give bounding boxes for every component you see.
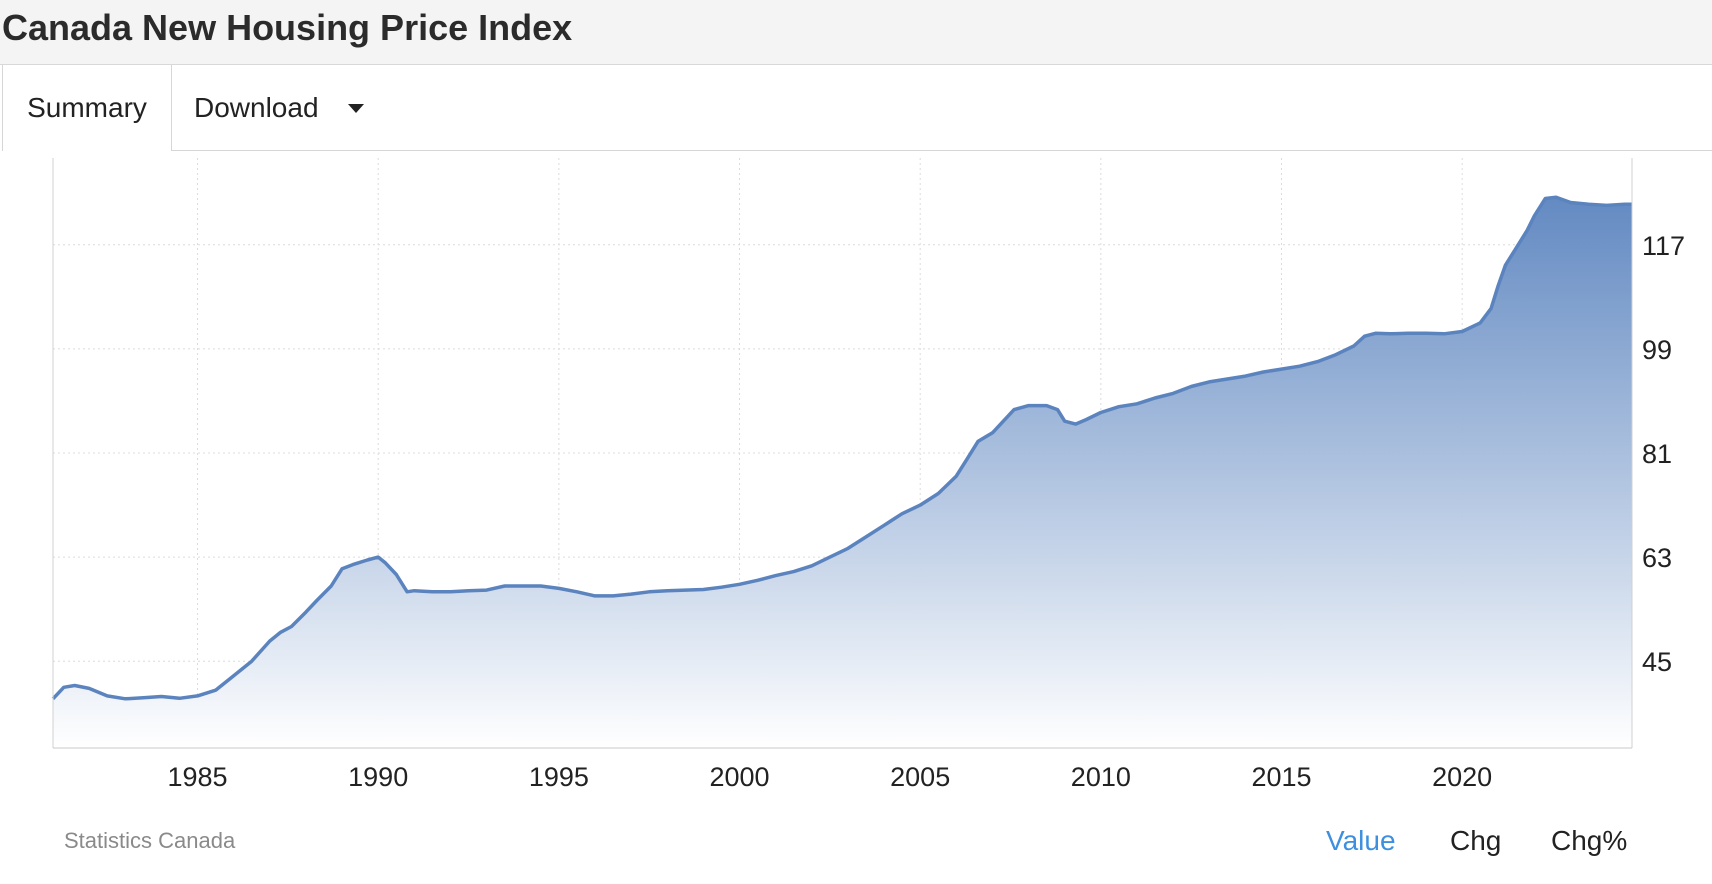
x-tick-label: 2000 [709,762,769,790]
chart-axes [52,158,1633,749]
tab-download[interactable]: Download [172,65,1712,151]
x-tick-label: 2010 [1071,762,1131,790]
series-line [51,195,1632,701]
x-tick-label: 1985 [167,762,227,790]
y-tick-label: 117 [1642,231,1685,261]
source-label[interactable]: Statistics Canada [64,828,236,853]
y-tick-label: 63 [1642,543,1672,573]
x-tick-label: 2005 [890,762,950,790]
tab-summary[interactable]: Summary [2,65,172,151]
y-tick-label: 81 [1642,439,1672,469]
y-tick-label: 45 [1642,647,1672,677]
title-bar: Canada New Housing Price Index [0,0,1712,65]
x-axis-ticks: 1985 1990 1995 2000 2005 2010 2015 2020 [167,762,1492,790]
chg-percent-mode-button[interactable]: Chg% [1551,825,1628,856]
caret-down-icon [348,104,364,113]
tab-bar: Summary Download [0,65,1712,151]
page-title: Canada New Housing Price Index [2,7,573,48]
x-tick-label: 1990 [348,762,408,790]
housing-price-chart: 1985 1990 1995 2000 2005 2010 2015 2020 45 63 81 9… [51,158,1685,790]
x-tick-label: 1995 [529,762,589,790]
tab-download-label: Download [194,92,319,123]
x-tick-label: 2020 [1432,762,1492,790]
x-tick-label: 2015 [1251,762,1311,790]
y-tick-label: 99 [1642,335,1672,365]
y-axis-ticks: 45 63 81 99 117 [1642,231,1685,677]
chg-mode-button[interactable]: Chg [1450,825,1502,856]
series-area [53,197,1632,749]
chart-area-layer [51,195,1632,749]
value-mode-button[interactable]: Value [1326,825,1396,856]
